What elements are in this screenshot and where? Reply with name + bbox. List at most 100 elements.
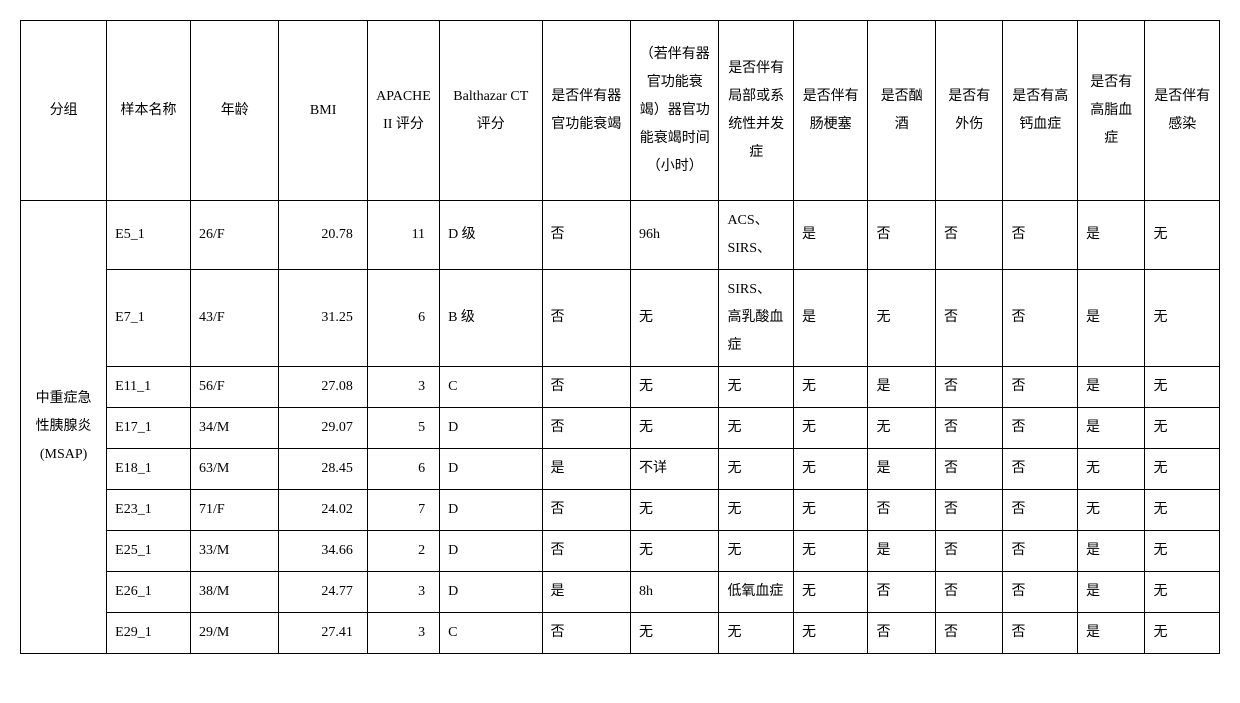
cell-trauma: 否: [935, 408, 1003, 449]
header-age: 年龄: [190, 21, 278, 201]
cell-organtime: 无: [630, 613, 718, 654]
cell-hyperlip: 是: [1077, 201, 1145, 270]
table-row: E18_163/M28.456D是不详无无是否否无无: [21, 449, 1220, 490]
cell-ileus: 无: [793, 367, 868, 408]
cell-trauma: 否: [935, 270, 1003, 367]
cell-hyperca: 否: [1003, 572, 1078, 613]
header-complic: 是否伴有局部或系统性并发症: [719, 21, 794, 201]
cell-age: 71/F: [190, 490, 278, 531]
cell-bmi: 27.41: [279, 613, 367, 654]
cell-organtime: 无: [630, 408, 718, 449]
cell-balth: C: [440, 613, 542, 654]
cell-organtime: 不详: [630, 449, 718, 490]
cell-hyperlip: 是: [1077, 613, 1145, 654]
cell-hyperca: 否: [1003, 613, 1078, 654]
group-label-cell: 中重症急性胰腺炎(MSAP): [21, 201, 107, 654]
cell-age: 38/M: [190, 572, 278, 613]
cell-apache: 2: [367, 531, 439, 572]
cell-bmi: 24.02: [279, 490, 367, 531]
cell-alcohol: 否: [868, 490, 936, 531]
cell-apache: 7: [367, 490, 439, 531]
cell-apache: 11: [367, 201, 439, 270]
table-row: 中重症急性胰腺炎(MSAP)E5_126/F20.7811D 级否96hACS、…: [21, 201, 1220, 270]
cell-age: 63/M: [190, 449, 278, 490]
cell-complic: 无: [719, 408, 794, 449]
table-row: E17_134/M29.075D否无无无无否否是无: [21, 408, 1220, 449]
cell-organfail: 否: [542, 201, 630, 270]
cell-balth: C: [440, 367, 542, 408]
table-row: E7_143/F31.256B 级否无SIRS、高乳酸血症是无否否是无: [21, 270, 1220, 367]
table-header: 分组 样本名称 年龄 BMI APACHEII 评分 Balthazar CT …: [21, 21, 1220, 201]
cell-balth: D: [440, 408, 542, 449]
cell-trauma: 否: [935, 201, 1003, 270]
cell-complic: 无: [719, 613, 794, 654]
cell-ileus: 无: [793, 490, 868, 531]
header-ileus: 是否伴有肠梗塞: [793, 21, 868, 201]
cell-bmi: 31.25: [279, 270, 367, 367]
cell-age: 33/M: [190, 531, 278, 572]
table-body: 中重症急性胰腺炎(MSAP)E5_126/F20.7811D 级否96hACS、…: [21, 201, 1220, 654]
cell-hyperca: 否: [1003, 490, 1078, 531]
clinical-data-table: 分组 样本名称 年龄 BMI APACHEII 评分 Balthazar CT …: [20, 20, 1220, 654]
cell-alcohol: 否: [868, 201, 936, 270]
cell-bmi: 24.77: [279, 572, 367, 613]
cell-age: 29/M: [190, 613, 278, 654]
header-bmi: BMI: [279, 21, 367, 201]
cell-complic: 低氧血症: [719, 572, 794, 613]
cell-organfail: 否: [542, 408, 630, 449]
cell-trauma: 否: [935, 449, 1003, 490]
cell-complic: SIRS、高乳酸血症: [719, 270, 794, 367]
header-apache: APACHEII 评分: [367, 21, 439, 201]
cell-ileus: 是: [793, 270, 868, 367]
cell-hyperca: 否: [1003, 408, 1078, 449]
cell-organtime: 无: [630, 270, 718, 367]
cell-trauma: 否: [935, 613, 1003, 654]
cell-ileus: 无: [793, 572, 868, 613]
header-organtime: （若伴有器官功能衰竭）器官功能衰竭时间（小时）: [630, 21, 718, 201]
cell-trauma: 否: [935, 572, 1003, 613]
cell-ileus: 无: [793, 408, 868, 449]
cell-bmi: 29.07: [279, 408, 367, 449]
cell-age: 56/F: [190, 367, 278, 408]
cell-infect: 无: [1145, 490, 1220, 531]
cell-balth: D: [440, 572, 542, 613]
cell-infect: 无: [1145, 572, 1220, 613]
cell-hyperlip: 是: [1077, 270, 1145, 367]
cell-infect: 无: [1145, 531, 1220, 572]
cell-hyperlip: 是: [1077, 572, 1145, 613]
cell-balth: D: [440, 531, 542, 572]
cell-alcohol: 是: [868, 531, 936, 572]
table-row: E26_138/M24.773D是8h低氧血症无否否否是无: [21, 572, 1220, 613]
cell-apache: 3: [367, 367, 439, 408]
cell-alcohol: 否: [868, 613, 936, 654]
cell-hyperlip: 是: [1077, 408, 1145, 449]
cell-hyperca: 否: [1003, 270, 1078, 367]
header-alcohol: 是否酗酒: [868, 21, 936, 201]
cell-sample: E29_1: [107, 613, 191, 654]
cell-apache: 6: [367, 270, 439, 367]
cell-infect: 无: [1145, 270, 1220, 367]
cell-hyperca: 否: [1003, 449, 1078, 490]
cell-sample: E11_1: [107, 367, 191, 408]
cell-sample: E26_1: [107, 572, 191, 613]
cell-alcohol: 是: [868, 449, 936, 490]
table-row: E11_156/F27.083C否无无无是否否是无: [21, 367, 1220, 408]
cell-hyperca: 否: [1003, 201, 1078, 270]
cell-infect: 无: [1145, 367, 1220, 408]
header-row: 分组 样本名称 年龄 BMI APACHEII 评分 Balthazar CT …: [21, 21, 1220, 201]
header-infect: 是否伴有感染: [1145, 21, 1220, 201]
cell-infect: 无: [1145, 613, 1220, 654]
cell-bmi: 28.45: [279, 449, 367, 490]
cell-complic: 无: [719, 531, 794, 572]
table-row: E23_171/F24.027D否无无无否否否无无: [21, 490, 1220, 531]
cell-organfail: 否: [542, 367, 630, 408]
cell-sample: E5_1: [107, 201, 191, 270]
header-sample: 样本名称: [107, 21, 191, 201]
cell-sample: E25_1: [107, 531, 191, 572]
cell-organfail: 否: [542, 490, 630, 531]
cell-complic: ACS、SIRS、: [719, 201, 794, 270]
cell-organtime: 无: [630, 531, 718, 572]
cell-complic: 无: [719, 449, 794, 490]
cell-balth: D: [440, 490, 542, 531]
cell-trauma: 否: [935, 490, 1003, 531]
